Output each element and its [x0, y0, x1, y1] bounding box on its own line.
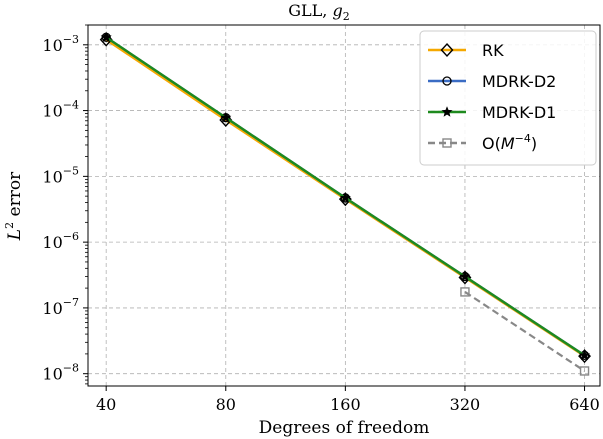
- legend-item: MDRK-D1: [428, 103, 556, 122]
- legend-item: O(M−4): [428, 132, 537, 153]
- y-tick-label: 10−3: [42, 33, 79, 55]
- legend: RK MDRK-D2 MDRK-D1 O(M−4): [419, 30, 597, 166]
- legend-marker: [440, 42, 454, 58]
- data-point: [579, 366, 590, 376]
- legend-marker: [442, 138, 452, 148]
- x-tick-label: 320: [450, 395, 481, 414]
- chart-title: GLL, g2: [288, 1, 349, 23]
- series-3: [460, 287, 590, 376]
- data-point: [220, 111, 232, 123]
- y-tick-label: 10−8: [42, 362, 79, 384]
- legend-label: MDRK-D1: [482, 103, 556, 122]
- legend-item: MDRK-D2: [428, 72, 556, 91]
- x-tick-label: 80: [216, 395, 236, 414]
- y-tick-label: 10−4: [42, 99, 79, 121]
- x-axis-label: Degrees of freedom: [259, 418, 430, 438]
- legend-label: O(M−4): [482, 132, 537, 153]
- legend-label: MDRK-D2: [482, 72, 556, 91]
- legend-box: [419, 30, 597, 166]
- y-axis-label: L2 error: [3, 171, 25, 241]
- ticks: 40 80 160 320 640 10−3 10−4 10−5 10−6 10−7 10−8: [42, 24, 600, 414]
- data-point: [579, 349, 591, 361]
- x-tick-label: 160: [330, 395, 361, 414]
- y-tick-label: 10−6: [42, 230, 79, 252]
- series-line: [464, 291, 586, 372]
- legend-item: RK: [428, 41, 504, 60]
- series-2: [100, 31, 591, 361]
- y-tick-label: 10−5: [42, 164, 79, 186]
- legend-marker: [442, 76, 452, 86]
- x-tick-label: 640: [569, 395, 600, 414]
- data-point: [100, 31, 112, 43]
- data-point: [339, 192, 351, 203]
- series-layer: [99, 31, 591, 376]
- data-point: [459, 270, 471, 282]
- plot-frame: [87, 24, 601, 387]
- legend-label: RK: [482, 41, 504, 60]
- data-point: [460, 287, 470, 297]
- legend-marker: [441, 106, 453, 117]
- x-tick-label: 40: [96, 395, 116, 414]
- grid: [88, 25, 600, 386]
- y-tick-label: 10−7: [42, 296, 79, 318]
